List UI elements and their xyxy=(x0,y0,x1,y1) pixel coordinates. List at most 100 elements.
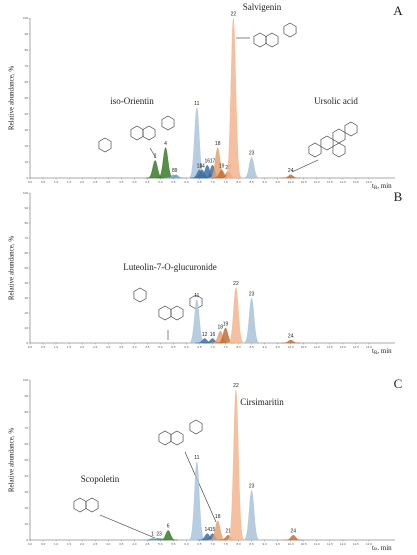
x-tick-label: 2.0 xyxy=(80,180,85,184)
peak xyxy=(223,17,243,179)
peak xyxy=(281,174,301,179)
peak-label: 23 xyxy=(249,484,255,490)
y-tick-label: 0 xyxy=(26,538,28,542)
peak-label: 19 xyxy=(219,163,225,169)
peak xyxy=(242,156,261,179)
x-axis-label-main: t xyxy=(372,544,374,550)
x-tick-label: 4.5 xyxy=(145,345,150,349)
panel-letter: C xyxy=(394,376,403,391)
x-tick-label: 3.0 xyxy=(106,180,111,184)
peak-label: 14 xyxy=(205,527,211,533)
x-tick-label: 4.0 xyxy=(132,180,137,184)
x-tick-label: 1.5 xyxy=(67,180,72,184)
x-axis-label: tR, min xyxy=(372,182,392,192)
x-tick-label: 0.0 xyxy=(28,180,33,184)
x-tick-label: 13.0 xyxy=(366,345,372,349)
x-tick-label: 2.5 xyxy=(93,345,98,349)
y-tick-label: 40 xyxy=(25,474,29,478)
x-tick-label: 12.0 xyxy=(340,345,346,349)
x-tick-label: 11.5 xyxy=(327,345,333,349)
x-tick-label: 1.0 xyxy=(54,345,59,349)
x-tick-label: 9.0 xyxy=(263,345,268,349)
peak xyxy=(158,530,178,541)
peak xyxy=(281,339,301,344)
y-tick-label: 70 xyxy=(25,64,29,68)
peak-label: 18 xyxy=(215,141,221,147)
x-tick-label: 6.5 xyxy=(197,542,202,546)
x-tick-label: 8.5 xyxy=(250,542,255,546)
x-tick-label: 9.5 xyxy=(276,542,281,546)
peak-label: 18 xyxy=(218,324,224,330)
x-tick-label: 9.0 xyxy=(263,180,268,184)
x-tick-label: 0.5 xyxy=(41,345,46,349)
structure-salvigenin xyxy=(253,22,297,48)
structure-luteolin-glucuronide xyxy=(133,287,203,321)
x-tick-label: 7.5 xyxy=(223,345,228,349)
x-axis-label-rest: , min xyxy=(377,182,392,190)
y-tick-label: 10 xyxy=(25,160,29,164)
x-tick-label: 3.0 xyxy=(106,345,111,349)
peak-label: 11 xyxy=(194,101,199,107)
x-tick-label: 2.0 xyxy=(80,542,85,546)
peak-label: 15 xyxy=(210,527,216,533)
y-tick-label: 60 xyxy=(25,80,29,84)
peak-label: 11 xyxy=(194,455,199,461)
x-axis-label-rest: , min xyxy=(377,544,392,550)
x-axis-label-sub: R xyxy=(374,186,378,191)
structure-cirsimaritin xyxy=(158,419,203,446)
y-tick-label: 20 xyxy=(25,144,29,148)
peak xyxy=(226,389,246,541)
y-tick-label: 50 xyxy=(25,458,29,462)
peak-label: 22 xyxy=(233,281,239,287)
x-tick-label: 6.0 xyxy=(184,345,189,349)
peak xyxy=(283,534,303,541)
x-tick-label: 12.5 xyxy=(353,542,359,546)
x-tick-label: 12.5 xyxy=(353,345,359,349)
peak-label: 24 xyxy=(288,333,294,339)
x-tick-label: 11.0 xyxy=(314,180,320,184)
y-tick-label: 90 xyxy=(25,32,29,36)
x-tick-label: 5.0 xyxy=(158,180,163,184)
peak-label: 23 xyxy=(249,291,255,297)
x-tick-label: 4.5 xyxy=(145,542,150,546)
y-tick-label: 50 xyxy=(25,96,29,100)
y-tick-label: 90 xyxy=(25,394,29,398)
x-tick-label: 1.5 xyxy=(67,542,72,546)
x-tick-label: 10.5 xyxy=(301,542,307,546)
peak-label: 18 xyxy=(215,514,221,520)
x-tick-label: 9.5 xyxy=(276,180,281,184)
x-tick-label: 5.5 xyxy=(171,542,176,546)
structure-iso-orientin xyxy=(98,115,175,153)
compound-name: Scopoletin xyxy=(81,474,120,484)
x-tick-label: 6.5 xyxy=(197,180,202,184)
panel-letter: A xyxy=(393,3,403,18)
y-tick-label: 0 xyxy=(26,341,28,345)
x-tick-label: 10.0 xyxy=(288,180,294,184)
y-axis-label: Relative abundance, % xyxy=(8,428,16,493)
structure-ursolic-acid xyxy=(308,121,358,158)
x-tick-label: 8.5 xyxy=(250,345,255,349)
x-tick-label: 13.0 xyxy=(366,542,372,546)
peak-label: 6 xyxy=(167,524,170,530)
peak-label: 19 xyxy=(223,321,229,327)
x-tick-label: 8.0 xyxy=(236,542,241,546)
x-tick-label: 5.5 xyxy=(171,345,176,349)
peak-label: 2 xyxy=(154,154,157,160)
y-tick-label: 20 xyxy=(25,311,29,315)
x-tick-label: 11.5 xyxy=(327,180,333,184)
compound-name: Cirsimaritin xyxy=(240,397,284,407)
peak-label: 11 xyxy=(194,293,199,299)
peak-label: 16 xyxy=(205,159,211,165)
peak xyxy=(226,286,246,344)
compound-name: iso-Orientin xyxy=(110,96,154,106)
peak-label: 23 xyxy=(249,151,255,157)
y-tick-label: 40 xyxy=(25,112,29,116)
peak-label: 4 xyxy=(164,141,167,147)
x-tick-label: 2.0 xyxy=(80,345,85,349)
x-tick-label: 10.0 xyxy=(288,345,294,349)
x-tick-label: 1.0 xyxy=(54,542,59,546)
x-tick-label: 9.5 xyxy=(276,345,281,349)
x-tick-label: 11.0 xyxy=(314,345,320,349)
